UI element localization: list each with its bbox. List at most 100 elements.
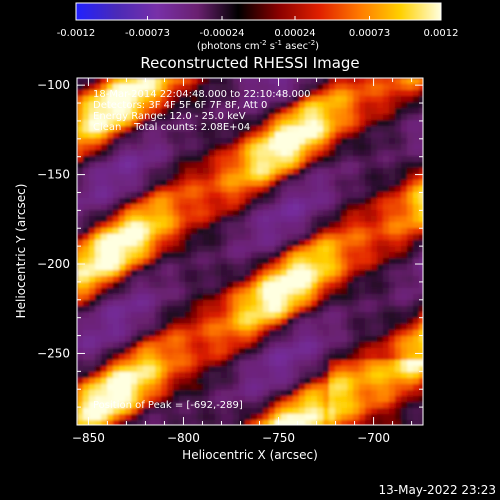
heatmap-cell [203, 120, 210, 127]
heatmap-cell [101, 144, 108, 151]
heatmap-cell [137, 210, 144, 217]
heatmap-cell [293, 138, 300, 145]
heatmap-cell [113, 138, 120, 145]
heatmap-cell [167, 108, 174, 115]
heatmap-cell [113, 270, 120, 277]
heatmap-cell [383, 78, 390, 85]
heatmap-cell [371, 108, 378, 115]
heatmap-cell [149, 132, 156, 139]
heatmap-cell [293, 120, 300, 127]
heatmap-cell [197, 132, 204, 139]
heatmap-cell [167, 102, 174, 109]
heatmap-cell [401, 180, 408, 187]
heatmap-cell [281, 192, 288, 199]
heatmap-cell [101, 360, 108, 367]
heatmap-cell [233, 114, 240, 121]
heatmap-cell [389, 408, 396, 415]
heatmap-cell [137, 258, 144, 265]
heatmap-cell [281, 402, 288, 409]
heatmap-cell [113, 114, 120, 121]
heatmap-cell [233, 342, 240, 349]
heatmap-cell [119, 366, 126, 373]
heatmap-cell [401, 318, 408, 325]
heatmap-cell [209, 180, 216, 187]
heatmap-cell [389, 372, 396, 379]
heatmap-cell [143, 186, 150, 193]
plot-frame [76, 77, 424, 426]
heatmap-cell [275, 282, 282, 289]
heatmap-cell [101, 414, 108, 421]
heatmap-cell [89, 378, 96, 385]
heatmap-cell [407, 156, 414, 163]
heatmap-cell [119, 378, 126, 385]
heatmap-cell [107, 258, 114, 265]
heatmap-cell [377, 102, 384, 109]
heatmap-cell [251, 360, 258, 367]
heatmap-cell [179, 246, 186, 253]
heatmap-cell [83, 402, 90, 409]
heatmap-cell [383, 264, 390, 271]
heatmap-cell [209, 108, 216, 115]
heatmap-cell [101, 150, 108, 157]
heatmap-cell [209, 264, 216, 271]
heatmap-cell [239, 408, 246, 415]
heatmap-cell [311, 240, 318, 247]
heatmap-cell [167, 84, 174, 91]
heatmap-cell [329, 102, 336, 109]
heatmap-cell [107, 168, 114, 175]
heatmap-cell [365, 162, 372, 169]
heatmap-cell [305, 252, 312, 259]
heatmap-cell [263, 372, 270, 379]
heatmap-cell [401, 150, 408, 157]
heatmap-cell [377, 108, 384, 115]
heatmap-cell [407, 396, 414, 403]
heatmap-cell [269, 174, 276, 181]
heatmap-cell [389, 204, 396, 211]
heatmap-cell [377, 78, 384, 85]
heatmap-cell [191, 162, 198, 169]
heatmap-cell [401, 174, 408, 181]
heatmap-cell [239, 204, 246, 211]
y-tick-label: −100 [37, 78, 70, 92]
heatmap-cell [371, 402, 378, 409]
heatmap-cell [239, 336, 246, 343]
heatmap-cell [329, 168, 336, 175]
heatmap-cell [269, 402, 276, 409]
heatmap-cell [395, 408, 402, 415]
heatmap-cell [251, 414, 258, 421]
heatmap-cell [353, 348, 360, 355]
heatmap-cell [101, 318, 108, 325]
heatmap-cell [281, 348, 288, 355]
heatmap-cell [299, 102, 306, 109]
heatmap-cell [239, 330, 246, 337]
heatmap-cell [227, 150, 234, 157]
heatmap-cell [191, 192, 198, 199]
heatmap-cell [143, 390, 150, 397]
heatmap-cell [341, 102, 348, 109]
heatmap-cell [101, 306, 108, 313]
heatmap-cell [233, 372, 240, 379]
heatmap-cell [89, 240, 96, 247]
heatmap-cell [215, 174, 222, 181]
heatmap-cell [107, 288, 114, 295]
heatmap-cell [119, 354, 126, 361]
heatmap-cell [335, 234, 342, 241]
heatmap-cell [269, 150, 276, 157]
heatmap-cell [377, 318, 384, 325]
heatmap-cell [383, 414, 390, 421]
heatmap-cell [401, 408, 408, 415]
heatmap-cell [191, 108, 198, 115]
heatmap-cell [413, 384, 420, 391]
heatmap-cell [95, 240, 102, 247]
heatmap-cell [137, 186, 144, 193]
heatmap-cell [317, 114, 324, 121]
heatmap-cell [281, 366, 288, 373]
heatmap-cell [317, 156, 324, 163]
heatmap-cell [101, 228, 108, 235]
heatmap-cell [221, 300, 228, 307]
heatmap-cell [419, 306, 423, 313]
annotation-detectors: Detectors: 3F 4F 5F 6F 7F 8F, Att 0 [93, 100, 267, 111]
heatmap-cell [239, 126, 246, 133]
heatmap-cell [371, 126, 378, 133]
heatmap-cell [317, 126, 324, 133]
